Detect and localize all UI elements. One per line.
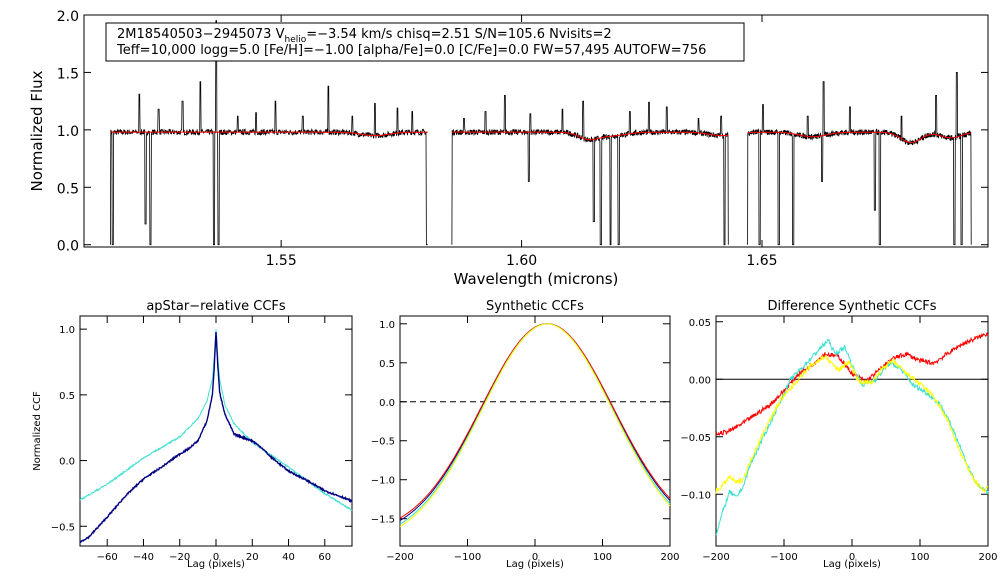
apstar-ccf-axes-frame: [79, 315, 353, 547]
apstar-ccf-xtick-label: −60: [97, 552, 118, 563]
spectrum-xlabel: Wavelength (microns): [454, 270, 619, 288]
spectrum-clip-group: [110, 20, 972, 246]
apstar-ccf-xlabel: Lag (pixels): [187, 559, 245, 570]
synthetic-ccf-ytick-label: 1.0: [379, 320, 395, 331]
synthetic-ccf-xlabel: Lag (pixels): [506, 559, 564, 570]
difference-ccf-ytick-label: 0.00: [689, 375, 711, 386]
spectrum-ytick-label: 1.0: [57, 124, 79, 140]
apstar-ccf-xtick-label: 40: [282, 552, 295, 563]
apstar-ccf-panel: −60 −40 −20 0 20 40 60 −0.5 0.0 0.5 1.0 apStar−rel…: [32, 299, 353, 570]
synthetic-ccf-xtick-label: 200: [660, 552, 679, 563]
apstar-ccf-ytick-label: 1.0: [59, 325, 75, 336]
difference-ccf-series-red: [715, 332, 989, 436]
apstar-ccf-lines: [79, 329, 353, 544]
synthetic-ccf-panel: −200 −100 0 100 200 −1.5 −1.0 −0.5 0.0 0.5 1.0 Syn…: [371, 299, 680, 570]
spectrum-xtick-label: 1.60: [506, 253, 537, 269]
synthetic-ccf-series-3: [399, 323, 671, 525]
synthetic-ccf-xtick-label: −200: [386, 552, 413, 563]
synthetic-ccf-ytick-label: −1.5: [371, 515, 395, 526]
synthetic-ccf-ticks: −200 −100 0 100 200 −1.5 −1.0 −0.5 0.0 0.5 1.0: [371, 316, 680, 563]
apstar-ccf-ytick-label: −0.5: [51, 522, 75, 533]
synthetic-ccf-ytick-label: 0.5: [379, 359, 395, 370]
synthetic-ccf-ytick-label: −0.5: [371, 437, 395, 448]
spectrum-axes-frame: [83, 14, 989, 248]
difference-ccf-xtick-label: −100: [770, 552, 797, 563]
difference-ccf-series-yellow: [715, 354, 989, 494]
synthetic-ccf-series-4: [399, 323, 671, 528]
synthetic-ccf-series-2: [399, 323, 671, 519]
apstar-ccf-title: apStar−relative CCFs: [146, 299, 286, 314]
synthetic-ccf-xtick-label: 100: [593, 552, 612, 563]
apstar-ccf-ytick-label: 0.5: [59, 391, 75, 402]
info-box-frame: [105, 22, 745, 62]
apstar-ccf-xtick-label: 0: [213, 552, 219, 563]
spectrum-model-chip-3: [747, 131, 972, 143]
difference-ccf-xtick-label: 100: [910, 552, 929, 563]
spectrum-xtick-label: 1.65: [746, 253, 777, 269]
info-box: 2M18540503−2945073 Vhelio=−3.54 km/s chi…: [105, 22, 745, 62]
apstar-ccf-xtick-label: 60: [318, 552, 331, 563]
difference-ccf-xlabel: Lag (pixels): [823, 559, 881, 570]
spectrum-ytick-label: 1.5: [57, 66, 79, 82]
difference-ccf-lines: [715, 332, 989, 536]
difference-ccf-series-cyan: [715, 338, 989, 536]
synthetic-ccf-ytick-label: −1.0: [371, 476, 395, 487]
synthetic-ccf-xtick-label: −100: [454, 552, 481, 563]
spectrum-model-chip-2: [451, 131, 729, 141]
difference-ccf-axes-frame: [715, 315, 989, 547]
difference-ccf-ytick-label: 0.05: [689, 318, 711, 329]
apstar-ccf-series-2: [79, 331, 353, 544]
synthetic-ccf-ytick-label: 0.0: [379, 398, 395, 409]
spectrum-panel: 1.55 1.60 1.65 0.0 0.5 1.0 1.5 2.0 Normalized F…: [28, 9, 989, 288]
apstar-ccf-ylabel: Normalized CCF: [32, 391, 43, 471]
spectrum-ytick-label: 0.0: [57, 239, 79, 255]
synthetic-ccf-xtick-label: 0: [532, 552, 538, 563]
difference-ccf-xtick-label: −200: [702, 552, 729, 563]
info-line-1: 2M18540503−2945073 Vhelio=−3.54 km/s chi…: [117, 27, 612, 45]
info-line-1-subscript: helio: [284, 35, 306, 45]
difference-ccf-panel: −200 −100 0 100 200 −0.10 −0.05 0.00 0.05 Differ…: [680, 299, 997, 570]
difference-ccf-ytick-label: −0.05: [680, 433, 711, 444]
difference-ccf-title: Difference Synthetic CCFs: [767, 299, 936, 314]
synthetic-ccf-series-1: [399, 323, 671, 521]
spectrum-ylabel: Normalized Flux: [28, 70, 46, 191]
spectrum-observed-chip-3: [747, 72, 972, 246]
spectrum-observed-chip-1: [110, 20, 428, 246]
info-line-1-suffix: =−3.54 km/s chisq=2.51 S/N=105.6 Nvisits…: [306, 27, 611, 42]
spectrum-ytick-label: 2.0: [57, 9, 79, 25]
apstar-ccf-ticks: −60 −40 −20 0 20 40 60 −0.5 0.0 0.5 1.0: [51, 316, 352, 563]
difference-ccf-ytick-label: −0.10: [680, 490, 711, 501]
apstar-ccf-xtick-label: −40: [133, 552, 154, 563]
info-line-1-prefix: 2M18540503−2945073 V: [117, 27, 285, 42]
spectrum-model-chip-1: [110, 131, 428, 137]
spectrum-lines: [110, 20, 972, 246]
spectrum-observed-chip-2: [451, 95, 729, 246]
spectrum-ytick-label: 0.5: [57, 181, 79, 197]
difference-ccf-xtick-label: 0: [849, 552, 855, 563]
synthetic-ccf-lines: [399, 323, 671, 528]
apstar-ccf-xtick-label: 20: [246, 552, 259, 563]
spectrum-xtick-label: 1.55: [266, 253, 297, 269]
difference-ccf-xtick-label: 200: [978, 552, 997, 563]
synthetic-ccf-axes-frame: [399, 315, 671, 547]
synthetic-ccf-title: Synthetic CCFs: [486, 299, 584, 314]
apstar-ccf-ytick-label: 0.0: [59, 457, 75, 468]
difference-ccf-ticks: −200 −100 0 100 200 −0.10 −0.05 0.00 0.05: [680, 316, 998, 563]
apstar-ccf-xtick-label: −20: [169, 552, 190, 563]
spectrum-ticks: 1.55 1.60 1.65 0.0 0.5 1.0 1.5 2.0: [57, 9, 988, 269]
info-line-2: Teff=10,000 logg=5.0 [Fe/H]=−1.00 [alpha…: [116, 43, 706, 58]
